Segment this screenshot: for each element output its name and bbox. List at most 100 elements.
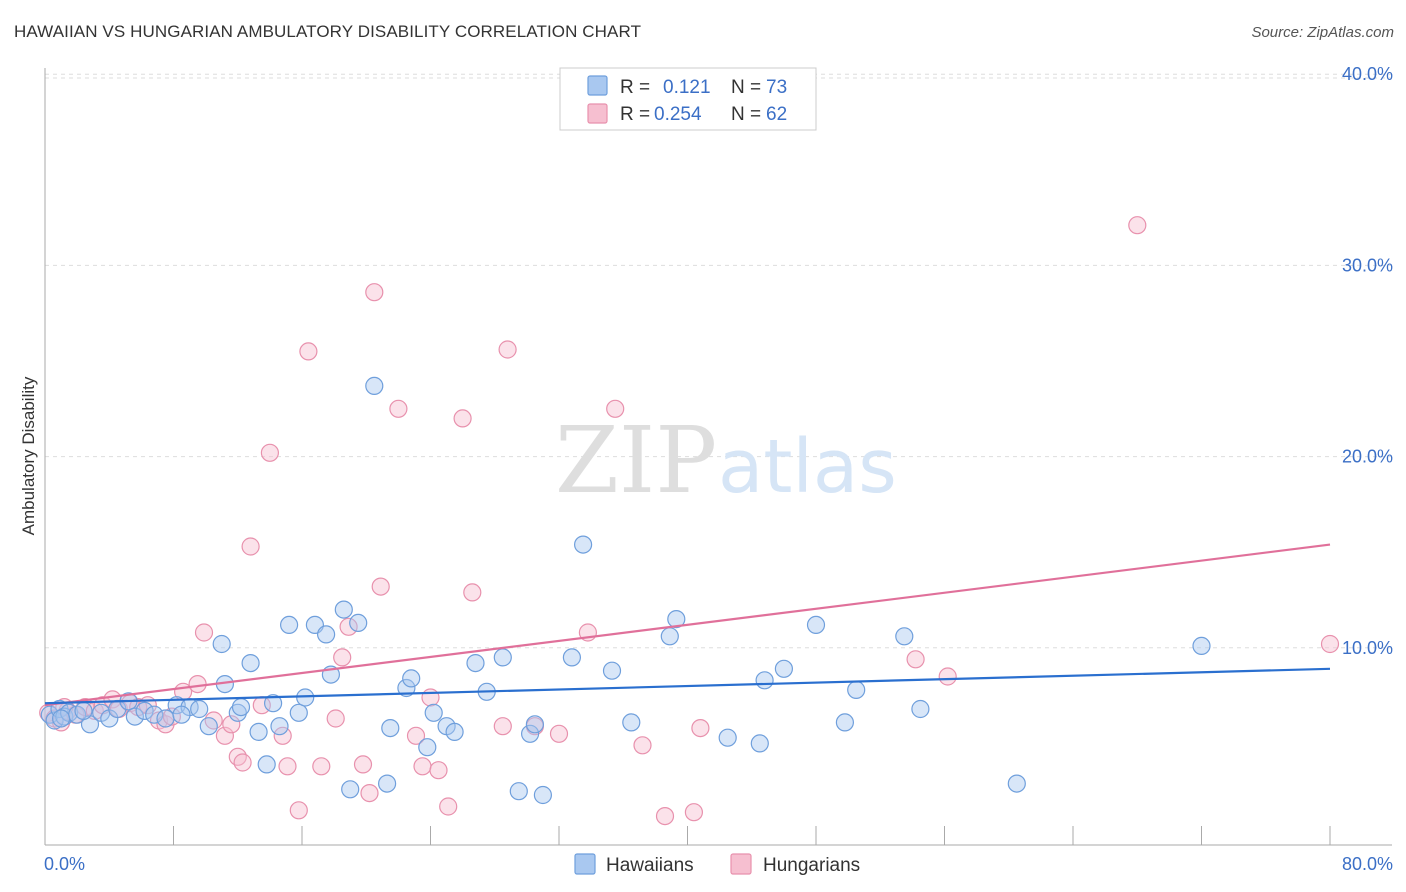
hawaiians-point [264, 694, 283, 713]
bottom-legend-hawaiians: Hawaiians [606, 855, 694, 876]
hawaiians-point [806, 615, 826, 635]
hawaiians-point [847, 680, 866, 700]
hungarians-point [498, 340, 517, 359]
hawaiians-point [51, 709, 71, 728]
hawaiians-point [365, 376, 384, 395]
legend-r-value-hawaiians: 0.121 [663, 77, 711, 98]
hungarians-point [439, 797, 458, 816]
hawaiians-point [445, 722, 464, 742]
hungarians-point [453, 409, 472, 428]
hawaiians-point [228, 703, 247, 722]
hawaiians-point [145, 705, 164, 724]
hawaiians-point [289, 703, 308, 722]
y-tick-label: 20.0% [1342, 447, 1393, 467]
hungarians-point [684, 803, 704, 822]
hungarians-point [360, 783, 379, 803]
hawaiians-point [774, 659, 794, 678]
watermark-atlas: atlas [718, 424, 897, 510]
hungarians-point [406, 726, 426, 745]
hungarians-point [233, 753, 252, 772]
legend-n-value-hawaiians: 73 [766, 77, 787, 98]
legend-bottom: Hawaiians Hungarians [574, 853, 860, 876]
hawaiians-point [212, 634, 231, 654]
hungarians-point [389, 399, 408, 418]
hawaiians-point [755, 671, 774, 690]
hungarians-point [906, 650, 925, 669]
hawaiians-point [199, 717, 218, 736]
hawaiians-point [520, 724, 540, 743]
hungarians-point [463, 583, 482, 602]
hungarians-point [1128, 216, 1147, 235]
hawaiians-point [509, 782, 528, 801]
hawaiians-point [835, 713, 855, 732]
hungarians-point [549, 724, 569, 743]
hawaiians-point [466, 653, 485, 673]
hawaiians-points [40, 376, 1211, 805]
bottom-legend-hungarians: Hungarians [763, 855, 860, 876]
hawaiians-point [172, 705, 191, 724]
hungarians-point [353, 755, 373, 774]
legend-swatch-hungarians [587, 103, 608, 124]
hungarians-point [493, 717, 512, 736]
y-tick-label: 30.0% [1342, 255, 1393, 275]
hungarians-point [421, 688, 440, 707]
hungarians-point [1320, 634, 1340, 654]
hawaiians-point [667, 609, 686, 629]
hawaiians-point [74, 701, 93, 721]
hawaiians-point [911, 699, 930, 719]
legend-n-value-hungarians: 62 [766, 104, 787, 125]
hawaiians-point [334, 600, 353, 619]
legend-n-label-hungarians: N = [731, 104, 761, 125]
hungarians-point [326, 709, 345, 728]
axes [44, 68, 1392, 846]
hungarians-point [655, 806, 675, 826]
x-tick-label-min: 0.0% [44, 854, 85, 874]
hawaiians-point [750, 734, 769, 753]
hawaiians-point [402, 669, 421, 688]
hungarians-point [691, 718, 710, 738]
hawaiians-point [270, 717, 289, 736]
hungarians-point [228, 747, 247, 766]
hawaiians-point [525, 715, 545, 734]
hawaiians-point [493, 648, 512, 667]
hawaiians-point [125, 707, 144, 726]
hawaiians-point [349, 613, 368, 633]
hungarians-point [299, 342, 318, 361]
trend-lines [44, 543, 1331, 707]
legend-top: R = 0.121 N = 73 R = 0.254 N = 62 [559, 67, 817, 131]
hawaiians-point [424, 703, 443, 722]
hawaiians-point [718, 728, 737, 747]
hawaiians-point [341, 780, 360, 799]
hawaiians-trend-line [44, 667, 1331, 705]
hawaiians-point [381, 718, 400, 738]
hawaiians-point [1192, 636, 1211, 656]
hungarians-point [413, 757, 432, 776]
hungarians-point [429, 761, 448, 780]
hawaiians-point [257, 755, 276, 774]
legend-n-label-hawaiians: N = [731, 77, 761, 98]
hungarians-point [204, 711, 223, 730]
x-tick-label-max: 80.0% [1342, 854, 1393, 874]
hawaiians-point [660, 627, 679, 646]
hungarians-point [194, 623, 214, 642]
hungarians-point [278, 757, 297, 776]
hawaiians-point [317, 625, 336, 644]
hawaiians-point [533, 785, 553, 805]
chart-source: Source: ZipAtlas.com [1251, 24, 1394, 41]
legend-r-label-hungarians: R = [620, 104, 650, 125]
hawaiians-point [45, 711, 64, 730]
hungarians-point [606, 399, 625, 418]
hungarians-trend-line [44, 543, 1331, 707]
hawaiians-point [280, 615, 299, 635]
hawaiians-point [190, 699, 209, 719]
hawaiians-point [378, 774, 397, 793]
hungarians-point [938, 667, 957, 686]
y-axis-label: Ambulatory Disability [19, 376, 38, 535]
hawaiians-point [231, 697, 251, 717]
hungarians-point [222, 715, 241, 734]
hawaiians-point [1007, 774, 1026, 793]
hungarians-point [312, 757, 331, 776]
hungarians-point [241, 537, 260, 556]
hungarians-point [371, 577, 390, 596]
hawaiians-point [241, 653, 260, 673]
